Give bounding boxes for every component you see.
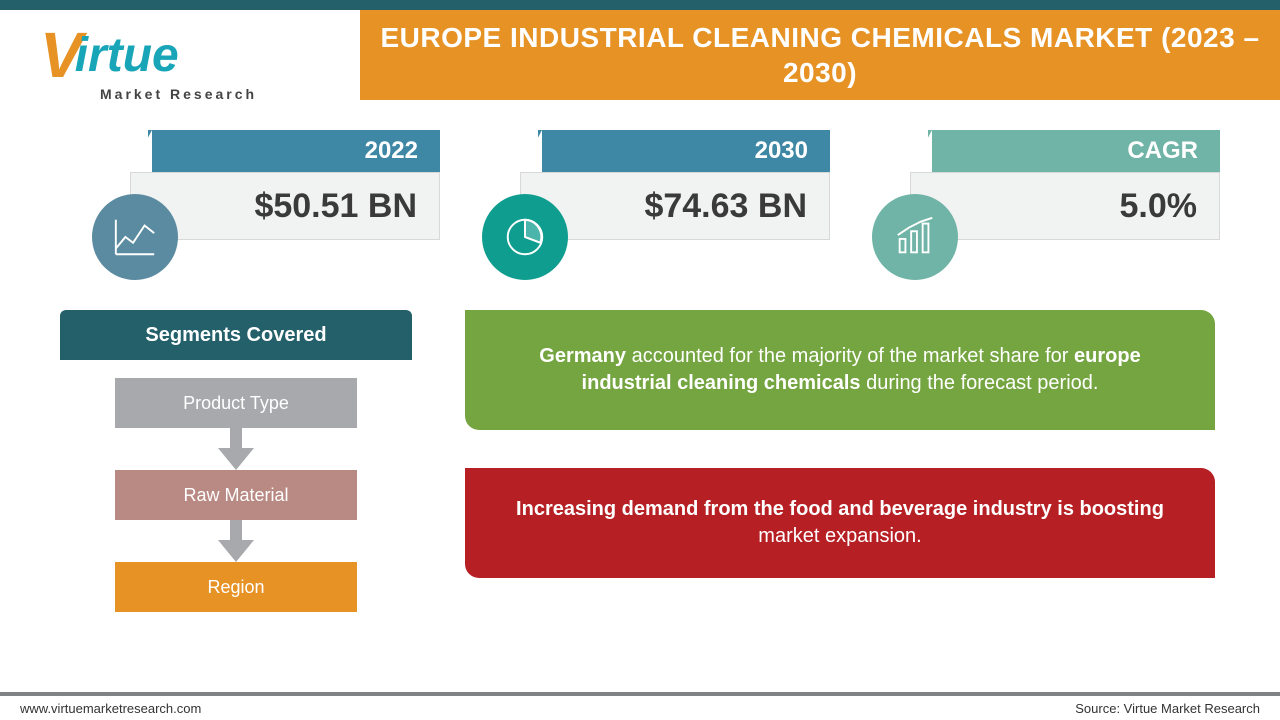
logo-subtitle: Market Research (100, 86, 340, 102)
segments-header: Segments Covered (60, 310, 412, 360)
bar-chart-icon (872, 194, 958, 280)
logo-rest-text: irtue (75, 28, 179, 83)
footer-source: Source: Virtue Market Research (1075, 701, 1260, 716)
callout-red: Increasing demand from the food and beve… (465, 468, 1215, 578)
footer-divider (0, 692, 1280, 696)
line-chart-icon (92, 194, 178, 280)
callout-green: Germany accounted for the majority of th… (465, 310, 1215, 430)
page-title: EUROPE INDUSTRIAL CLEANING CHEMICALS MAR… (360, 20, 1280, 90)
stat-label: 2030 (538, 130, 830, 172)
segment-region: Region (115, 562, 357, 612)
stat-label: 2022 (148, 130, 440, 172)
arrow-down-icon (218, 428, 254, 470)
segment-product-type: Product Type (115, 378, 357, 428)
stat-card-2022: 2022 .stat-card:nth-of-type(1) .stat-tab… (130, 130, 440, 240)
arrow-down-icon (218, 520, 254, 562)
pie-chart-icon (482, 194, 568, 280)
brand-logo: Virtue Market Research (40, 18, 340, 98)
segment-raw-material: Raw Material (115, 470, 357, 520)
callout-text: Increasing demand from the food and beve… (505, 496, 1175, 550)
callout-text: Germany accounted for the majority of th… (505, 343, 1175, 397)
top-accent-bar (0, 0, 1280, 10)
footer-url: www.virtuemarketresearch.com (20, 701, 201, 716)
stat-label: CAGR (928, 130, 1220, 172)
stat-card-cagr: CAGR 5.0% (910, 130, 1220, 240)
title-banner: EUROPE INDUSTRIAL CLEANING CHEMICALS MAR… (360, 10, 1280, 100)
stat-card-2030: 2030 $74.63 BN (520, 130, 830, 240)
